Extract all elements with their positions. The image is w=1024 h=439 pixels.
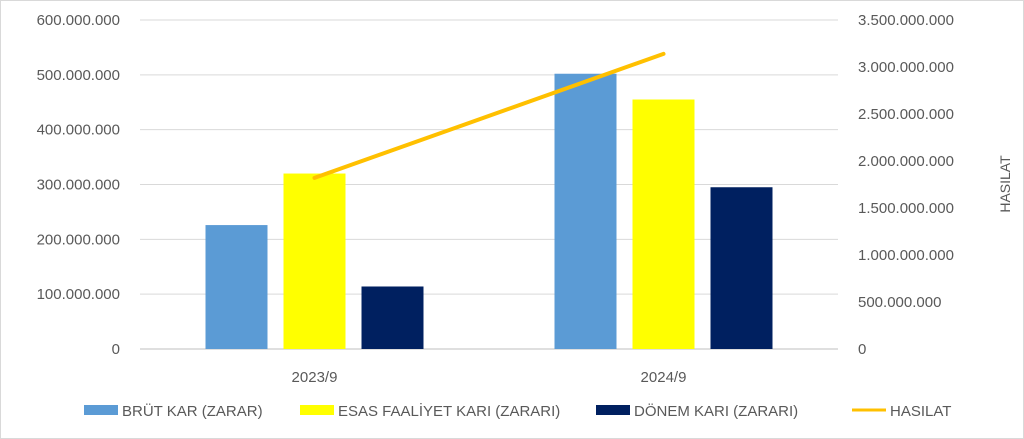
right-tick-label: 1.500.000.000 <box>858 200 954 217</box>
left-tick-label: 200.000.000 <box>37 231 120 248</box>
right-axis-title: HASILAT <box>997 155 1013 213</box>
legend-label: ESAS FAALİYET KARI (ZARARI) <box>338 402 560 420</box>
category-label: 2023/9 <box>292 369 338 386</box>
right-tick-label: 2.000.000.000 <box>858 153 954 170</box>
legend-swatch <box>84 405 118 415</box>
left-tick-label: 100.000.000 <box>37 286 120 303</box>
hasilat-line <box>312 51 666 180</box>
legend-label: HASILAT <box>890 403 951 420</box>
right-tick-label: 2.500.000.000 <box>858 106 954 123</box>
bar <box>554 73 617 349</box>
legend: BRÜT KAR (ZARAR) ESAS FAALİYET KARI (ZARA… <box>84 402 951 420</box>
left-tick-label: 0 <box>112 341 120 358</box>
bar <box>361 286 424 349</box>
series-line-hasilat <box>312 51 666 180</box>
legend-label: DÖNEM KARI (ZARARI) <box>634 402 798 420</box>
bar <box>205 225 268 349</box>
bar <box>632 99 695 349</box>
bar <box>710 187 773 349</box>
category-labels: 2023/9 2024/9 <box>292 369 687 386</box>
right-tick-label: 0 <box>858 341 866 358</box>
left-tick-label: 500.000.000 <box>37 67 120 84</box>
right-axis-ticks: 0 500.000.000 1.000.000.000 1.500.000.000 2.… <box>858 12 954 358</box>
left-axis-ticks: 0 100.000.000 200.000.000 300.000.000 400.00… <box>37 12 120 358</box>
right-tick-label: 3.000.000.000 <box>858 59 954 76</box>
right-tick-label: 3.500.000.000 <box>858 12 954 29</box>
legend-label: BRÜT KAR (ZARAR) <box>122 402 263 420</box>
right-tick-label: 500.000.000 <box>858 294 941 311</box>
bars <box>205 73 773 349</box>
left-tick-label: 600.000.000 <box>37 12 120 29</box>
left-tick-label: 300.000.000 <box>37 177 120 194</box>
left-tick-label: 400.000.000 <box>37 122 120 139</box>
legend-swatch <box>300 405 334 415</box>
bar <box>283 173 346 349</box>
right-tick-label: 1.000.000.000 <box>858 247 954 264</box>
legend-swatch <box>596 405 630 415</box>
category-label: 2024/9 <box>641 369 687 386</box>
